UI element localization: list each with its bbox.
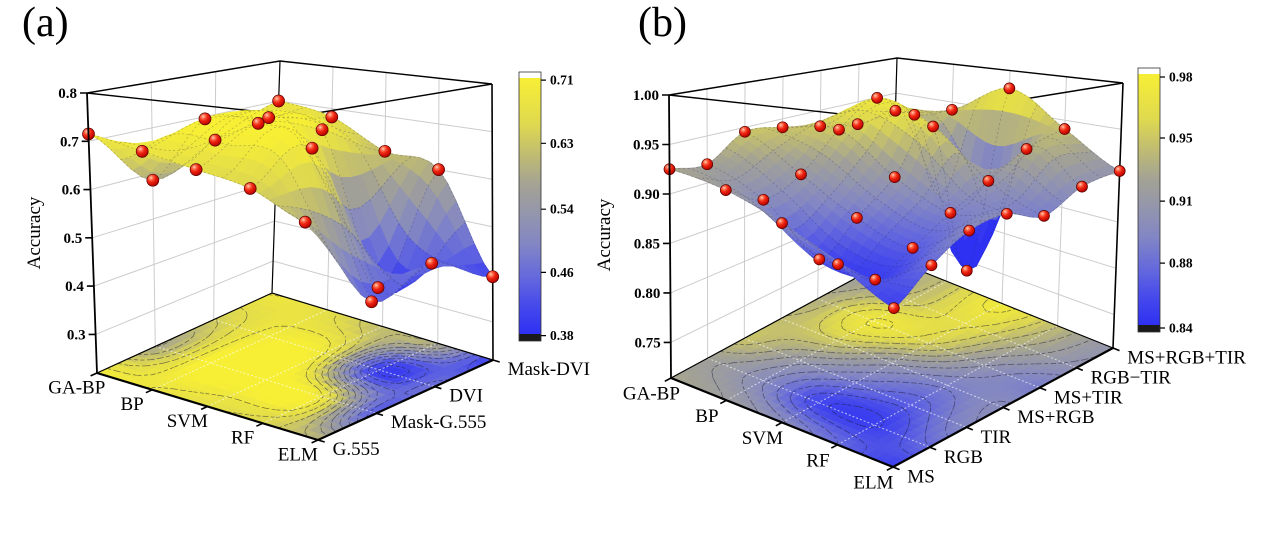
axis-label: RF: [231, 428, 254, 449]
data-points: [82, 94, 500, 309]
axis-label: SVM: [742, 428, 783, 449]
axis-label: 0.80: [634, 286, 660, 302]
tick-marks: [80, 92, 500, 444]
axis-label: MS+RGB+TIR: [1127, 348, 1246, 369]
axis-label: 0.7: [60, 134, 79, 150]
axis-label: SVM: [167, 411, 208, 432]
colorbar-tick-label: 0.63: [550, 136, 574, 151]
axis-label: RF: [806, 450, 829, 471]
axis-label: Mask-DVI: [508, 359, 590, 380]
panel-b: GA-BP BP SVM RF ELM MS RGBTIRMS+RGBMS+TIRRGB−T…: [594, 57, 1246, 494]
axis-label: RGB−TIR: [1091, 368, 1172, 389]
axis-label: GA-BP: [48, 377, 105, 398]
axis-label: 0.5: [63, 231, 82, 247]
colorbar-tick-label: 0.88: [1169, 256, 1193, 271]
colorbar-ticks: [1160, 76, 1165, 329]
colorbar-top-cap: [519, 72, 541, 78]
axis-label: Accuracy: [24, 196, 45, 269]
axis-label: BP: [120, 394, 143, 415]
colorbar-tick-label: 0.95: [1169, 131, 1193, 146]
axis-label: 0.8: [58, 86, 77, 102]
panel-a: GA-BP BP SVM RF ELM G.555 Mask-G.555 DVI Mask-DV…: [24, 60, 590, 465]
axis-label: DVI: [449, 386, 483, 407]
axis-label: 0.3: [67, 327, 86, 343]
colorbar: 0.71 0.63 0.54 0.46 0.38: [518, 71, 574, 343]
panel-b-label: (b): [638, 0, 687, 46]
colorbar-bottom-cap: [519, 334, 541, 341]
colorbar-gradient: [519, 78, 541, 334]
axis-label: BP: [695, 406, 718, 427]
z-axis-line: [668, 94, 672, 379]
colorbar-bottom-cap: [1138, 325, 1160, 332]
colorbar-ticks: [541, 79, 546, 337]
colorbar-tick-label: 0.98: [1169, 70, 1193, 85]
axis-label: ELM: [278, 444, 318, 465]
axis-label: Mask-G.555: [391, 412, 487, 433]
axis-label: 1.00: [633, 88, 659, 104]
colorbar-tick-label: 0.84: [1169, 321, 1193, 336]
axis-label: MS+RGB: [1017, 407, 1094, 428]
surface: [88, 100, 494, 303]
axis-label: 0.4: [65, 279, 84, 295]
box-right-edge: [491, 83, 494, 361]
floor-contour: [95, 292, 495, 441]
tick-marks: [662, 94, 1120, 472]
floor-contour: [670, 258, 1114, 468]
data-points: [663, 82, 1126, 314]
colorbar-tick-label: 0.71: [550, 73, 574, 88]
axis-label: TIR: [981, 427, 1012, 448]
axis-label: MS+TIR: [1054, 387, 1123, 408]
colorbar-tick-label: 0.54: [550, 202, 574, 217]
colorbar-tick-label: 0.38: [550, 328, 574, 343]
colorbar-border: [518, 71, 542, 342]
colorbar-gradient: [1138, 74, 1160, 325]
box-right-edge: [1112, 82, 1124, 349]
axis-label: 0.95: [633, 138, 659, 154]
colorbar: 0.98 0.95 0.91 0.88 0.84: [1137, 67, 1193, 336]
panel-a-label: (a): [22, 0, 69, 46]
axis-label: ELM: [853, 473, 893, 494]
colorbar-tick-label: 0.91: [1169, 194, 1193, 209]
axis-label: MS: [907, 467, 934, 488]
axes: GA-BP BP SVM RF ELM MS RGBTIRMS+RGBMS+TIRRGB−T…: [594, 88, 1246, 494]
axis-label: 0.75: [634, 335, 660, 351]
surface: [669, 87, 1121, 309]
axis-label: GA-BP: [623, 384, 680, 405]
colorbar-tick-label: 0.46: [550, 265, 574, 280]
colorbar-border: [1137, 67, 1161, 333]
surface-mesh: [88, 100, 493, 303]
axes: GA-BP BP SVM RF ELM G.555 Mask-G.555 DVI Mask-DV…: [24, 86, 590, 465]
axis-label: 0.6: [62, 183, 81, 199]
colorbar-top-cap: [1138, 68, 1160, 74]
axis-label: 0.85: [634, 236, 660, 252]
axis-label: G.555: [333, 439, 380, 460]
z-axis-line: [86, 92, 98, 374]
axis-label: RGB: [944, 447, 983, 468]
axis-label: Accuracy: [594, 198, 615, 271]
axis-label: 0.90: [633, 187, 659, 203]
